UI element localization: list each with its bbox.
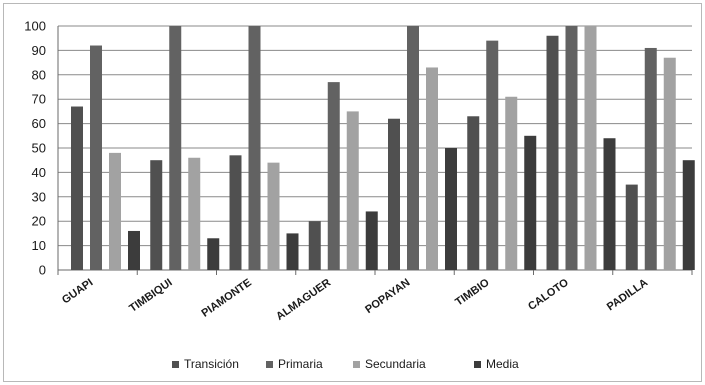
- x-category-label: CALOTO: [526, 276, 571, 313]
- y-tick-label: 40: [32, 165, 46, 180]
- y-tick-label: 90: [32, 43, 46, 58]
- legend-swatch-secundaria: [353, 361, 360, 368]
- y-tick-label: 10: [32, 238, 46, 253]
- bar-guapi-media: [128, 230, 140, 270]
- bar-padilla-transicion: [625, 184, 638, 270]
- x-category-label: ALMAGUER: [274, 277, 333, 323]
- bar-timbio-transicion: [467, 116, 480, 270]
- bar-almaguer-transicion: [308, 221, 321, 270]
- bar-timbiqui-media: [207, 238, 220, 270]
- bar-piamonte-media: [286, 233, 299, 270]
- bar-padilla-primaria: [644, 47, 657, 271]
- bar-piamonte-primaria: [248, 26, 261, 270]
- bar-piamonte-secundaria: [267, 162, 280, 270]
- bar-caloto-transicion: [546, 35, 559, 271]
- x-category-label: TIMBIQUI: [127, 277, 174, 315]
- bar-popayan-secundaria: [426, 67, 438, 270]
- legend-label-media: Media: [486, 357, 519, 371]
- bar-popayan-primaria: [407, 26, 419, 270]
- y-tick-label: 70: [32, 92, 46, 107]
- bar-padilla-secundaria: [663, 57, 676, 270]
- x-category-label: GUAPI: [60, 277, 95, 307]
- bar-piamonte-transicion: [229, 155, 242, 270]
- bar-caloto-secundaria: [584, 26, 597, 270]
- x-category-label: PIAMONTE: [199, 277, 253, 320]
- legend-swatch-transicion: [172, 361, 179, 368]
- y-tick-label: 50: [32, 141, 46, 156]
- y-tick-label: 0: [39, 263, 46, 278]
- bar-timbio-primaria: [486, 40, 499, 270]
- bar-almaguer-primaria: [327, 82, 340, 271]
- y-tick-label: 100: [24, 19, 46, 34]
- y-tick-label: 20: [32, 214, 46, 229]
- x-category-label: POPAYAN: [363, 277, 412, 316]
- legend-swatch-primaria: [266, 361, 273, 368]
- bar-guapi-secundaria: [109, 152, 121, 270]
- y-tick-label: 80: [32, 67, 46, 82]
- x-category-label: PADILLA: [605, 277, 650, 314]
- bar-guapi-transicion: [71, 106, 83, 271]
- bar-caloto-media: [603, 138, 616, 270]
- legend-label-secundaria: Secundaria: [365, 357, 426, 371]
- y-tick-label: 30: [32, 189, 46, 204]
- bar-timbio-media: [524, 135, 537, 270]
- bar-timbiqui-transicion: [150, 160, 163, 270]
- bar-timbiqui-secundaria: [188, 157, 201, 270]
- y-tick-label: 60: [32, 116, 46, 131]
- legend-swatch-media: [474, 361, 481, 368]
- x-category-label: TIMBIO: [453, 276, 492, 308]
- bar-guapi-primaria: [90, 45, 102, 270]
- bar-timbiqui-primaria: [169, 26, 182, 270]
- bar-popayan-media: [445, 148, 457, 270]
- bar-almaguer-secundaria: [346, 111, 359, 271]
- bar-timbio-secundaria: [505, 96, 518, 270]
- legend-label-transicion: Transición: [184, 357, 239, 371]
- bar-caloto-primaria: [565, 26, 578, 270]
- bar-almaguer-media: [365, 211, 378, 270]
- bar-padilla-media: [682, 160, 695, 270]
- legend-label-primaria: Primaria: [278, 357, 323, 371]
- bar-popayan-transicion: [388, 118, 400, 270]
